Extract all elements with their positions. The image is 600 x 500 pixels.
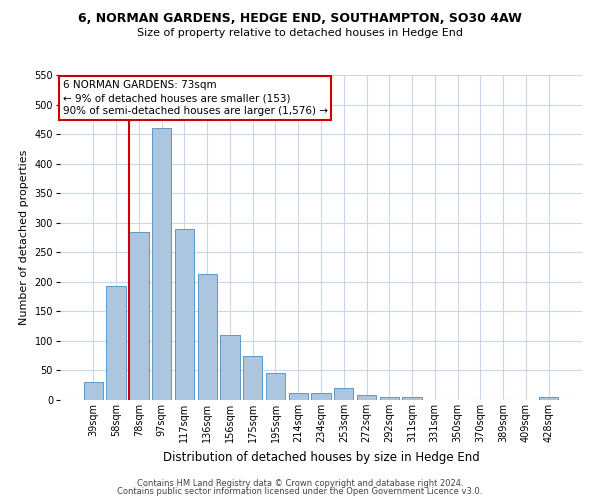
- Bar: [334, 388, 353, 400]
- X-axis label: Distribution of detached houses by size in Hedge End: Distribution of detached houses by size …: [163, 450, 479, 464]
- Text: Contains public sector information licensed under the Open Government Licence v3: Contains public sector information licen…: [118, 487, 482, 496]
- Text: Size of property relative to detached houses in Hedge End: Size of property relative to detached ho…: [137, 28, 463, 38]
- Bar: [403, 397, 422, 400]
- Bar: [220, 335, 239, 400]
- Bar: [152, 128, 172, 400]
- Bar: [266, 373, 285, 400]
- Text: 6 NORMAN GARDENS: 73sqm
← 9% of detached houses are smaller (153)
90% of semi-de: 6 NORMAN GARDENS: 73sqm ← 9% of detached…: [62, 80, 328, 116]
- Text: Contains HM Land Registry data © Crown copyright and database right 2024.: Contains HM Land Registry data © Crown c…: [137, 478, 463, 488]
- Bar: [243, 356, 262, 400]
- Text: 6, NORMAN GARDENS, HEDGE END, SOUTHAMPTON, SO30 4AW: 6, NORMAN GARDENS, HEDGE END, SOUTHAMPTO…: [78, 12, 522, 26]
- Bar: [357, 396, 376, 400]
- Bar: [311, 393, 331, 400]
- Y-axis label: Number of detached properties: Number of detached properties: [19, 150, 29, 325]
- Bar: [84, 382, 103, 400]
- Bar: [539, 397, 558, 400]
- Bar: [380, 397, 399, 400]
- Bar: [197, 274, 217, 400]
- Bar: [106, 286, 126, 400]
- Bar: [129, 232, 149, 400]
- Bar: [289, 393, 308, 400]
- Bar: [175, 228, 194, 400]
